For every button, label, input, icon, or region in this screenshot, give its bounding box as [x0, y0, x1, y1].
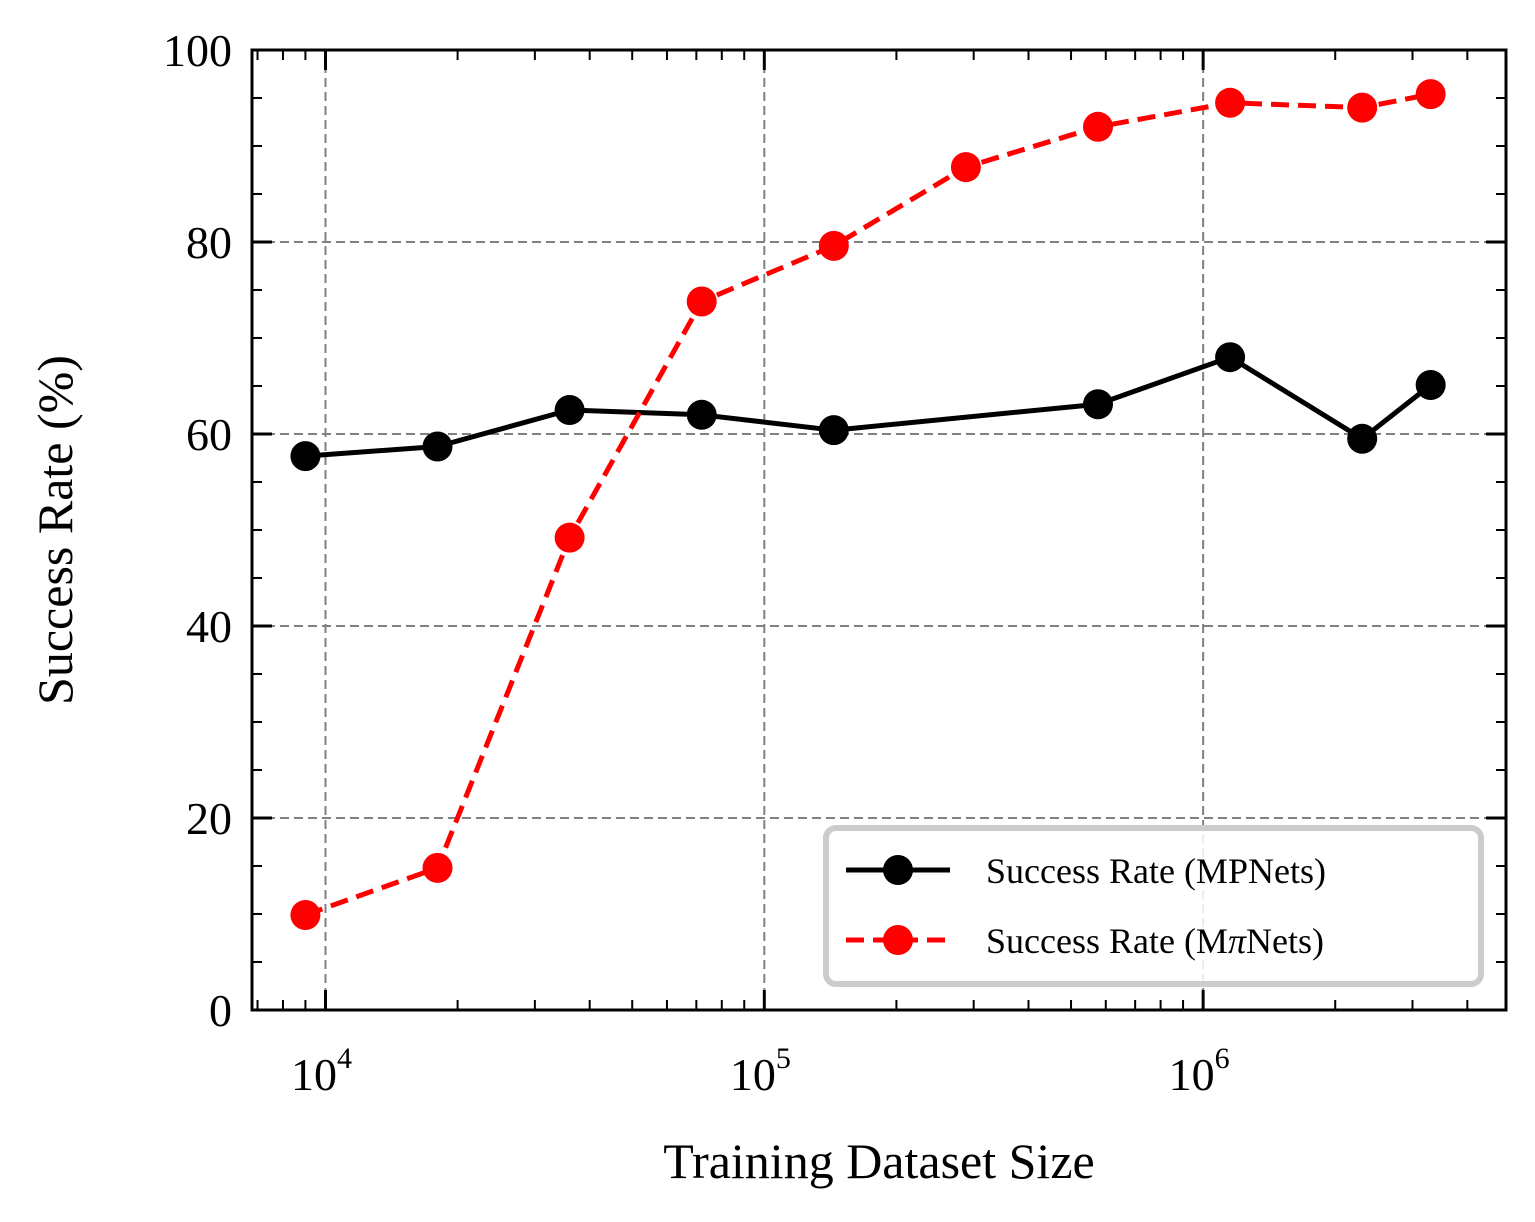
data-point-mpinets — [1215, 87, 1246, 118]
ticks — [252, 48, 1506, 1012]
y-tick-label: 20 — [186, 793, 232, 844]
data-point-mpinets — [818, 230, 849, 261]
data-point-mpnets — [290, 441, 321, 472]
x-tick-label: 106 — [1169, 1042, 1230, 1100]
x-tick-label: 105 — [730, 1042, 791, 1100]
y-tick-label: 60 — [186, 409, 232, 460]
tick-labels: 0 20 40 60 80 100 104 105 106 — [163, 25, 1230, 1100]
legend-box — [823, 825, 1484, 987]
x-tick-label: 104 — [291, 1042, 352, 1100]
data-point-mpnets — [1415, 370, 1446, 401]
legend-label-mpinets: Success Rate (MπNets) — [986, 921, 1324, 961]
y-tick-label: 80 — [186, 217, 232, 268]
data-point-mpinets — [290, 899, 321, 930]
data-point-mpnets — [818, 415, 849, 446]
series-line-mpnets — [305, 354, 1433, 459]
legend-marker-mpinets — [883, 925, 913, 955]
series-line-mpinets — [304, 91, 1432, 918]
y-tick-label: 0 — [209, 985, 232, 1036]
data-point-mpinets — [686, 286, 717, 317]
series-layer — [290, 79, 1446, 930]
data-point-mpnets — [554, 395, 585, 425]
legend-label-mpnets: Success Rate (MPNets) — [986, 851, 1326, 891]
legend: Success Rate (MPNets) Success Rate (MπNet… — [823, 825, 1484, 987]
data-point-mpinets — [1347, 92, 1378, 123]
legend-marker-mpnets — [883, 855, 913, 885]
data-point-mpinets — [422, 852, 453, 883]
data-point-mpinets — [554, 522, 585, 553]
data-point-mpnets — [1347, 423, 1378, 454]
data-point-mpinets — [950, 152, 981, 183]
data-point-mpnets — [422, 431, 453, 462]
data-point-mpinets — [1083, 111, 1114, 142]
y-tick-label: 40 — [186, 601, 232, 652]
x-axis-title: Training Dataset Size — [663, 1133, 1094, 1189]
data-point-mpnets — [686, 399, 717, 430]
data-point-mpnets — [1083, 389, 1114, 420]
data-point-mpnets — [1215, 342, 1246, 373]
data-point-mpinets — [1415, 79, 1446, 110]
y-tick-label: 100 — [163, 25, 232, 76]
y-axis-title: Success Rate (%) — [27, 355, 83, 705]
